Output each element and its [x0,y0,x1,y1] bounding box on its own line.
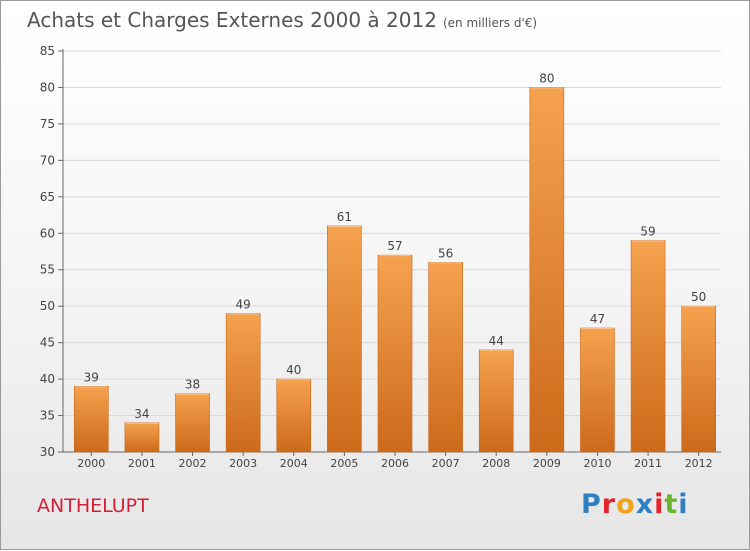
data-label: 59 [640,225,655,239]
commune-name: ANTHELUPT [37,495,149,517]
bar [225,313,261,453]
x-tick-label: 2011 [634,457,662,470]
y-tick-label: 35 [40,409,55,423]
bar [327,225,362,453]
x-tick-label: 2009 [533,457,561,470]
data-label: 80 [539,71,554,85]
x-tick-label: 2008 [482,457,510,470]
x-tick-label: 2000 [77,457,105,470]
logo-letter: r [601,489,617,520]
bar [428,262,463,453]
bar [630,240,666,453]
bar [124,422,160,453]
y-tick-label: 45 [40,336,55,350]
chart-title: Achats et Charges Externes 2000 à 2012 (e… [27,8,537,32]
data-label: 57 [387,239,402,253]
chart-unit: (en milliers d'€) [442,16,538,30]
bar [74,386,109,453]
x-tick-label: 2012 [685,457,713,470]
bar [529,87,565,453]
x-tick-label: 2006 [381,457,409,470]
x-tick-label: 2007 [432,457,460,470]
y-tick-label: 30 [40,445,55,459]
x-tick-label: 2004 [280,457,308,470]
logo-letter: o [616,489,636,520]
data-label: 40 [286,363,301,377]
proxiti-logo[interactable]: Proxiti [581,489,689,520]
bar [681,305,716,453]
x-tick-label: 2010 [583,457,611,470]
bar [175,393,210,453]
y-tick-label: 50 [40,299,55,313]
y-tick-label: 55 [40,263,55,277]
x-tick-label: 2002 [179,457,207,470]
data-labels: 39 34 38 49 40 61 57 56 44 80 47 59 50 [84,71,707,420]
bar [478,349,514,453]
data-label: 39 [84,370,99,384]
data-label: 56 [438,246,453,260]
y-tick-label: 60 [40,226,55,240]
data-label: 61 [337,210,352,224]
bars [74,87,716,453]
x-tick-label: 2001 [128,457,156,470]
logo-letter: x [635,489,655,520]
bar [580,327,615,453]
y-tick-label: 80 [40,80,55,94]
logo-letter: t [664,489,679,520]
y-tick-label: 40 [40,372,55,386]
x-tick-label: 2003 [229,457,257,470]
data-label: 50 [691,290,706,304]
y-tick-label: 65 [40,190,55,204]
bar [377,254,413,453]
data-label: 49 [236,297,251,311]
y-tick-label: 70 [40,153,55,167]
logo-letter: P [581,489,602,520]
data-label: 47 [590,312,605,326]
logo-letter: i [654,489,665,520]
data-label: 44 [489,334,504,348]
data-label: 34 [134,407,149,421]
bar [276,378,312,453]
x-tick-label: 2005 [330,457,358,470]
logo-letter: i [678,489,689,520]
y-tick-label: 75 [40,117,55,131]
y-tick-label: 85 [40,44,55,58]
data-label: 38 [185,378,200,392]
chart-title-text: Achats et Charges Externes 2000 à 2012 [27,8,437,32]
